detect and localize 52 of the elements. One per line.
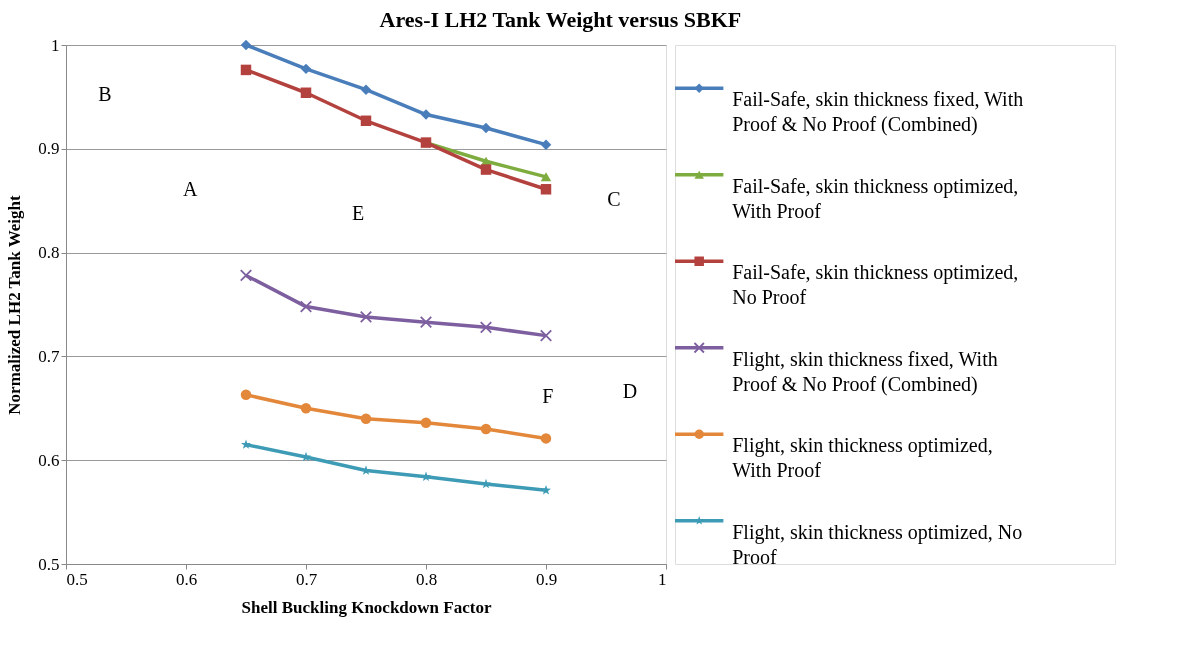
legend-label: Fail-Safe, skin thickness optimized, No Proof xyxy=(732,261,1019,309)
legend-label: Flight, skin thickness optimized, With Proof xyxy=(732,434,993,482)
annotation: D xyxy=(622,379,638,402)
legend-label: Fail-Safe, skin thickness fixed, With Proof & No Proof (Combined) xyxy=(732,88,1024,137)
y-tick-label: 0.7 xyxy=(38,346,60,366)
point xyxy=(540,184,552,195)
point xyxy=(240,389,252,401)
legend-label: Flight, skin thickness fixed, With Proof & No Proof (Combined) xyxy=(732,347,998,396)
point xyxy=(540,139,552,150)
point xyxy=(479,321,493,334)
x-tick-label: 1 xyxy=(658,569,667,589)
annotation: C xyxy=(607,187,621,210)
y-tick-label: 1 xyxy=(51,35,60,55)
point xyxy=(360,84,372,95)
chart-title: Ares-I LH2 Tank Weight versus SBKF xyxy=(379,6,742,32)
point xyxy=(419,316,433,329)
x-axis-title: Shell Buckling Knockdown Factor xyxy=(241,597,492,617)
x-tick-label: 0.7 xyxy=(295,569,318,589)
x-tick-label: 0.5 xyxy=(66,569,88,589)
point xyxy=(241,439,251,449)
x-tick-label: 0.8 xyxy=(415,569,438,589)
legend-label: Fail-Safe, skin thickness optimized, With Proof xyxy=(732,174,1019,222)
y-tick-label: 0.9 xyxy=(38,139,60,159)
point xyxy=(420,417,432,429)
point xyxy=(359,310,373,324)
annotation: A xyxy=(182,178,198,201)
y-axis-title: Normalized LH2 Tank Weight xyxy=(5,195,25,415)
y-tick-label: 0.8 xyxy=(38,243,60,263)
point xyxy=(240,64,252,76)
point xyxy=(299,300,313,313)
annotation: B xyxy=(98,82,112,105)
annotation: E xyxy=(352,202,365,225)
point xyxy=(360,413,372,424)
x-tick-label: 0.6 xyxy=(175,569,198,589)
point xyxy=(541,485,551,495)
point xyxy=(239,269,253,282)
point xyxy=(300,63,312,75)
point xyxy=(540,433,552,444)
annotation: F xyxy=(542,384,554,407)
point xyxy=(240,39,252,51)
y-tick-label: 0.5 xyxy=(38,554,60,574)
point xyxy=(420,109,432,120)
point xyxy=(480,122,492,134)
y-tick-label: 0.6 xyxy=(38,450,60,470)
point xyxy=(300,87,312,98)
legend-label: Flight, skin thickness optimized, No Proof xyxy=(732,520,1023,568)
point xyxy=(300,403,312,414)
point xyxy=(360,115,372,127)
point xyxy=(480,164,492,175)
point xyxy=(480,423,492,435)
point xyxy=(539,329,553,342)
x-tick-label: 0.9 xyxy=(535,569,558,589)
